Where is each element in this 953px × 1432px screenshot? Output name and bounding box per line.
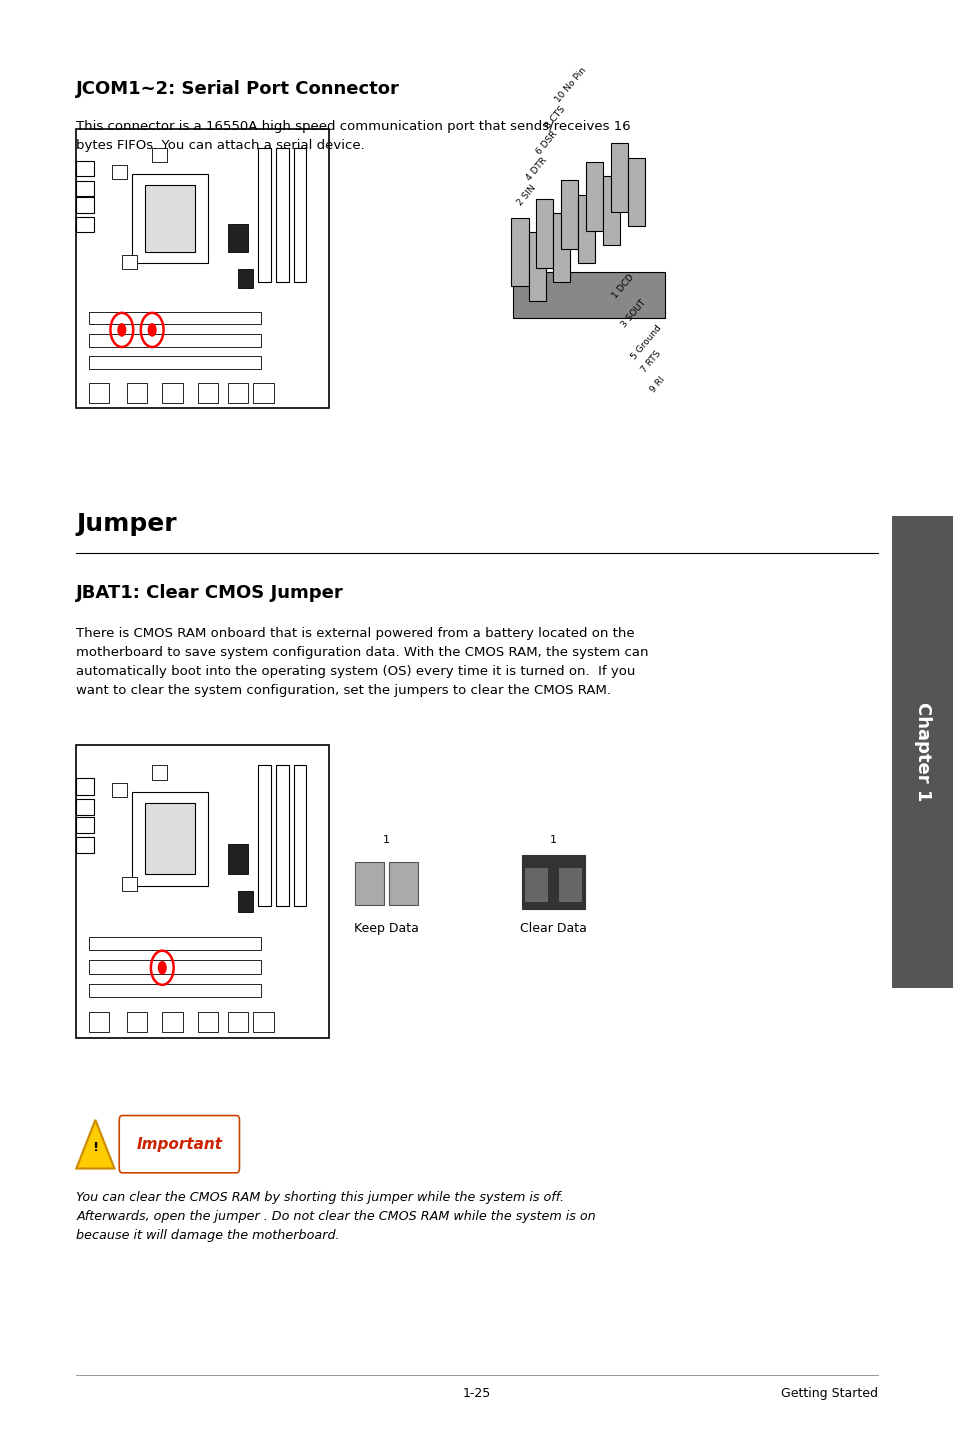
Text: 4 DTR: 4 DTR	[524, 156, 548, 182]
Bar	[162, 382, 182, 402]
Bar	[76, 160, 94, 176]
Bar	[294, 149, 306, 282]
Bar	[521, 855, 584, 909]
Bar	[122, 255, 137, 269]
Bar	[578, 195, 595, 263]
Text: 10 No Pin: 10 No Pin	[553, 66, 587, 105]
Text: Important: Important	[136, 1137, 222, 1151]
Bar	[511, 218, 528, 286]
Bar	[536, 199, 553, 268]
Bar	[528, 232, 545, 301]
Text: 8 CTS: 8 CTS	[543, 105, 567, 130]
Bar	[560, 180, 578, 249]
Bar	[558, 868, 581, 902]
Text: 7 RTS: 7 RTS	[639, 349, 661, 375]
Text: There is CMOS RAM onboard that is external powered from a battery located on the: There is CMOS RAM onboard that is extern…	[76, 627, 648, 697]
Text: 2 SIN: 2 SIN	[515, 183, 537, 208]
Bar	[238, 269, 253, 288]
Bar	[585, 162, 602, 231]
Bar	[524, 868, 547, 902]
Text: 1-25: 1-25	[462, 1386, 491, 1400]
Bar	[76, 799, 94, 815]
Bar	[602, 176, 619, 245]
Bar	[355, 862, 383, 905]
Text: 1 DCD: 1 DCD	[610, 272, 636, 299]
Bar	[553, 213, 570, 282]
Bar	[610, 143, 627, 212]
Bar	[76, 180, 94, 196]
Bar	[122, 876, 137, 891]
Bar	[76, 216, 94, 232]
Bar	[253, 382, 274, 402]
Text: Getting Started: Getting Started	[780, 1386, 877, 1400]
Bar	[152, 765, 167, 780]
Text: This connector is a 16550A high speed communication port that sends/receives 16
: This connector is a 16550A high speed co…	[76, 120, 630, 152]
Bar	[112, 783, 127, 798]
Bar	[89, 961, 260, 974]
Bar	[89, 334, 260, 347]
Bar	[145, 803, 195, 874]
Bar	[228, 223, 248, 252]
Bar	[112, 165, 127, 179]
Text: 5 Ground: 5 Ground	[629, 324, 662, 361]
Text: !: !	[92, 1140, 98, 1154]
Bar	[275, 765, 289, 906]
Bar	[197, 382, 217, 402]
Text: Keep Data: Keep Data	[354, 922, 418, 935]
Bar	[127, 1012, 147, 1032]
Bar	[76, 198, 94, 212]
Bar	[89, 984, 260, 997]
Bar	[127, 382, 147, 402]
Bar	[253, 1012, 274, 1032]
Text: 6 DSR: 6 DSR	[534, 129, 558, 156]
Bar	[152, 149, 167, 162]
FancyBboxPatch shape	[891, 516, 953, 988]
Bar	[228, 382, 248, 402]
Bar	[89, 312, 260, 324]
Circle shape	[157, 961, 167, 975]
Bar	[197, 1012, 217, 1032]
Text: JCOM1~2: Serial Port Connector: JCOM1~2: Serial Port Connector	[76, 80, 399, 99]
FancyBboxPatch shape	[119, 1116, 239, 1173]
Bar	[89, 357, 260, 369]
Bar	[258, 765, 271, 906]
Circle shape	[148, 324, 156, 337]
Bar	[275, 149, 289, 282]
Text: JBAT1: Clear CMOS Jumper: JBAT1: Clear CMOS Jumper	[76, 584, 344, 603]
Bar	[132, 173, 208, 263]
Bar	[627, 158, 644, 226]
Bar	[76, 816, 94, 832]
Bar	[76, 129, 329, 408]
Bar	[294, 765, 306, 906]
Text: 9 RI: 9 RI	[648, 375, 666, 394]
Polygon shape	[76, 1120, 114, 1169]
Text: 3 SOUT: 3 SOUT	[619, 298, 648, 329]
Bar	[89, 1012, 109, 1032]
Text: Chapter 1: Chapter 1	[913, 702, 931, 802]
Bar	[389, 862, 417, 905]
Bar	[132, 792, 208, 885]
Bar	[89, 382, 109, 402]
Bar	[89, 937, 260, 951]
FancyBboxPatch shape	[513, 272, 664, 318]
Bar	[76, 779, 94, 795]
Bar	[76, 838, 94, 853]
Text: 1: 1	[549, 835, 557, 845]
Bar	[76, 745, 329, 1038]
Circle shape	[117, 324, 126, 337]
Bar	[238, 891, 253, 912]
Bar	[145, 185, 195, 252]
Text: Jumper: Jumper	[76, 511, 176, 536]
Text: 1: 1	[382, 835, 390, 845]
Text: Clear Data: Clear Data	[519, 922, 586, 935]
Bar	[258, 149, 271, 282]
Text: You can clear the CMOS RAM by shorting this jumper while the system is off.
Afte: You can clear the CMOS RAM by shorting t…	[76, 1191, 596, 1243]
Bar	[228, 1012, 248, 1032]
Bar	[162, 1012, 182, 1032]
Bar	[228, 845, 248, 874]
